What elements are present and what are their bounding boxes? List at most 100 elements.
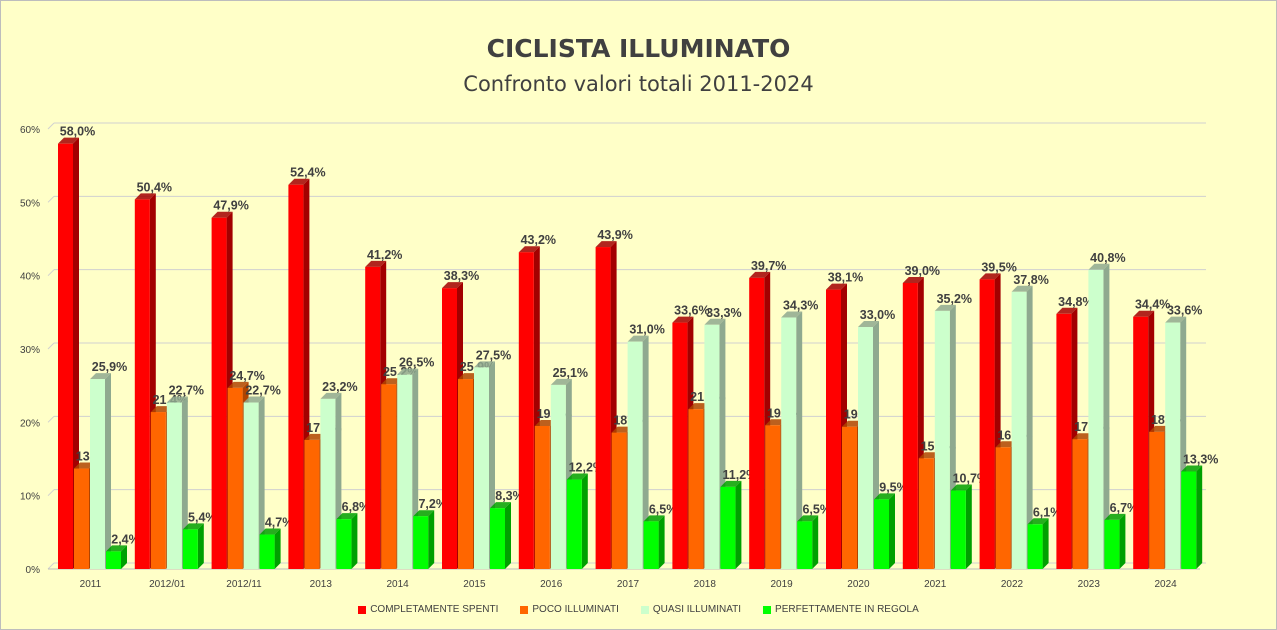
data-label: 22,7%: [169, 384, 204, 398]
bar-top: [704, 318, 726, 325]
y-tick-label: 10%: [20, 492, 40, 503]
data-label: 33,0%: [860, 308, 895, 322]
bar-top: [749, 271, 771, 278]
bar: [720, 486, 736, 569]
bar-side: [105, 373, 111, 569]
bar: [1027, 524, 1043, 569]
bar: [858, 327, 873, 569]
bar: [166, 402, 182, 569]
bar-top: [442, 282, 463, 289]
data-label: 11,2%: [723, 468, 758, 482]
bar-top: [1088, 263, 1110, 270]
bar: [918, 458, 934, 569]
bar: [781, 317, 797, 569]
bar: [979, 279, 995, 569]
bar-side: [274, 528, 281, 569]
bar-top: [182, 523, 204, 530]
x-tick-label: 2021: [924, 579, 947, 590]
data-label: 2,4%: [111, 532, 140, 546]
legend-label: QUASI ILLUMINATI: [652, 604, 742, 615]
data-label: 8,3%: [495, 489, 524, 503]
bar-top: [304, 433, 326, 440]
y-tick-label: 20%: [20, 418, 40, 429]
x-tick-label: 2011: [80, 579, 102, 590]
bar-top: [106, 545, 127, 552]
bar: [765, 425, 781, 569]
y-tick-label: 30%: [20, 345, 40, 356]
data-label: 38,3%: [444, 269, 479, 283]
bar-top: [320, 392, 342, 399]
bar: [749, 277, 765, 569]
data-label: 6,5%: [802, 502, 831, 516]
bar: [413, 516, 429, 569]
bar-top: [336, 513, 358, 520]
x-tick-label: 2022: [1001, 579, 1024, 590]
bar: [304, 439, 320, 569]
bar: [182, 529, 198, 569]
x-tick-label: 2024: [1154, 579, 1177, 590]
bar: [227, 387, 243, 569]
data-label: 38,1%: [828, 271, 863, 285]
bar: [518, 252, 534, 569]
bar: [74, 468, 89, 569]
bar-top: [381, 378, 403, 385]
bar-top: [1027, 518, 1049, 525]
x-tick-label: 2014: [386, 579, 409, 590]
gridline-edge: [47, 415, 55, 423]
bar-top: [227, 381, 249, 388]
bar: [1149, 431, 1165, 569]
data-label: 6,8%: [342, 500, 371, 514]
bar-top: [259, 528, 281, 535]
data-label: 31,0%: [629, 323, 664, 337]
x-tick-label: 2012/11: [226, 579, 262, 590]
bar-top: [518, 246, 540, 253]
bar-top: [1104, 513, 1126, 520]
bar: [474, 367, 489, 569]
bar-side: [1026, 285, 1033, 569]
data-label: 4,7%: [265, 516, 294, 530]
data-label: 37,8%: [1013, 273, 1048, 287]
data-label: 39,5%: [981, 260, 1016, 274]
data-label: 35,2%: [937, 292, 972, 306]
bar-top: [90, 373, 111, 380]
bar: [1165, 322, 1181, 569]
bar-side: [428, 510, 435, 569]
bar: [842, 426, 857, 569]
x-tick-label: 2016: [540, 579, 563, 590]
bar-side: [1119, 513, 1126, 569]
bar: [320, 398, 336, 569]
y-tick-label: 60%: [20, 125, 40, 136]
bar: [1056, 313, 1072, 569]
bar-top: [858, 321, 879, 327]
bar: [595, 247, 611, 570]
bar: [288, 184, 304, 569]
data-label: 24,7%: [229, 369, 264, 383]
bar: [150, 412, 166, 569]
data-label: 9,5%: [879, 480, 908, 494]
data-label: 6,1%: [1033, 505, 1062, 519]
bar: [442, 288, 457, 569]
bar-side: [658, 515, 665, 569]
bar: [534, 426, 550, 569]
chart-title: CICLISTA ILLUMINATO: [486, 34, 791, 63]
bar: [1133, 316, 1149, 569]
bar-top: [934, 304, 956, 311]
bar: [106, 551, 121, 569]
y-tick-label: 40%: [20, 272, 40, 283]
bar: [995, 447, 1011, 569]
bar-top: [842, 420, 863, 427]
bar: [1072, 439, 1088, 569]
bar-side: [889, 493, 895, 569]
legend: COMPLETAMENTE SPENTI POCO ILLUMINATI QUA…: [0, 604, 1277, 615]
x-tick-label: 2018: [694, 579, 717, 590]
bar-top: [688, 403, 710, 410]
data-label: 47,9%: [213, 199, 248, 213]
bar-side: [258, 396, 265, 569]
data-label: 33,3%: [706, 306, 741, 320]
legend-item-completamente-spenti: COMPLETAMENTE SPENTI: [358, 604, 498, 615]
bar: [90, 379, 105, 569]
bar-side: [735, 480, 742, 569]
bar-side: [73, 137, 79, 569]
gridline-edge: [47, 195, 55, 203]
data-label: 6,7%: [1110, 501, 1139, 515]
